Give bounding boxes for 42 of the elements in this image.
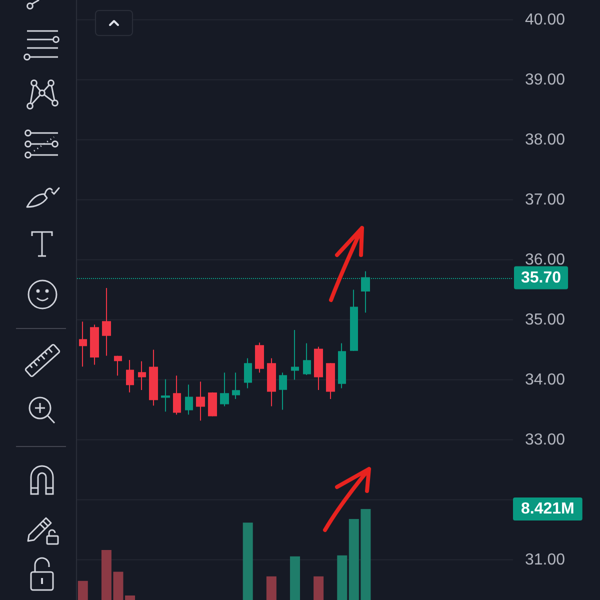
bar [314,576,324,600]
y-tick-label: 35.00 [525,311,566,328]
y-tick-label: 39.00 [525,71,566,88]
bar [242,522,253,600]
candlestick [161,378,170,412]
candlestick [326,362,335,400]
candlestick [114,355,122,376]
candlestick [255,342,264,374]
candlestick [303,342,311,376]
candlestick [267,358,276,407]
y-tick-label: 38.00 [525,131,566,148]
bar [266,576,276,600]
y-tick-label: 40.00 [525,11,566,28]
y-tick-label: 33.00 [525,431,566,448]
candlestick [102,288,111,356]
candlestick [196,381,205,422]
candlestick [232,372,240,400]
candlestick [244,358,252,389]
candlestick [185,384,193,416]
candlestick [173,375,181,416]
y-tick-label: 36.00 [525,251,566,268]
ref-line-label: 35.70 [521,269,562,286]
bar [337,555,348,600]
text: 8.421M [521,500,574,518]
candlestick [279,372,287,410]
bar [290,556,300,600]
candlestick [126,360,134,393]
candlestick [138,360,146,390]
candlestick [220,372,229,407]
candlestick [79,321,87,368]
candlestick [338,342,346,389]
y-tick-label: 37.00 [525,191,566,208]
candlestick [90,324,99,366]
candlestick [149,349,158,406]
y-tick-label: 31.00 [525,551,566,568]
candlestick [291,330,299,380]
bar [78,580,88,600]
candlestick [208,392,217,417]
bar [125,595,136,600]
y-tick-label: 34.00 [525,371,566,388]
candlestick [350,289,358,352]
candlestick [314,346,323,390]
